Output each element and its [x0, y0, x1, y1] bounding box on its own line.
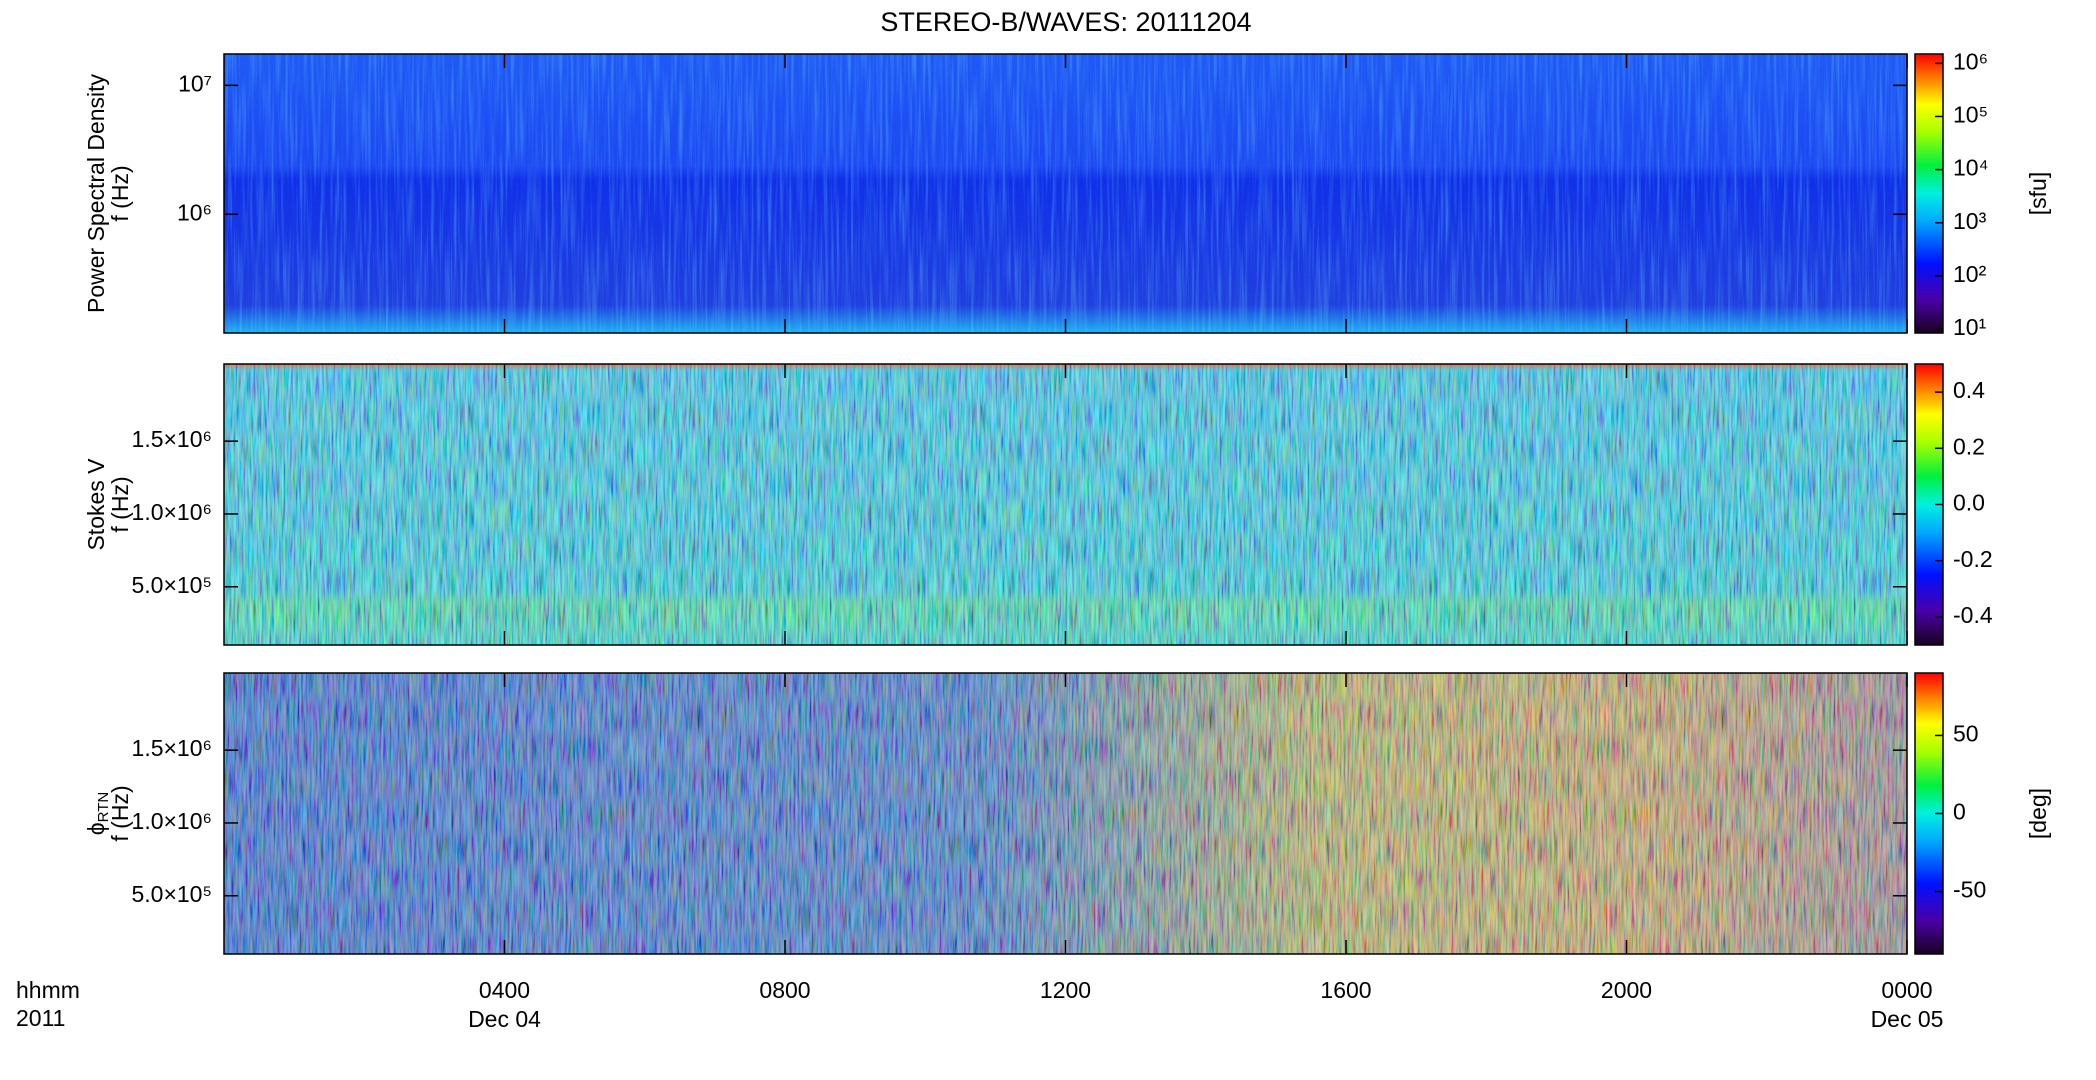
x-date-label: Dec 04	[468, 1006, 541, 1032]
heatmap-texture	[224, 54, 1907, 333]
heatmap-texture	[224, 364, 1907, 645]
y-axis-label: f (Hz)	[107, 476, 133, 532]
x-tick-label: 0000	[1881, 977, 1932, 1003]
colorbar-tick-label: 10⁴	[1953, 155, 1988, 181]
colorbar-tick-label: 10²	[1953, 261, 1987, 287]
y-tick-label: 1.5×10⁶	[132, 426, 212, 452]
y-axis-label-subscript: RTN	[95, 792, 112, 823]
colorbar-tick-label: 0.4	[1953, 377, 1985, 403]
y-tick-label: 1.0×10⁶	[132, 808, 212, 834]
y-axis-label: f (Hz)	[107, 165, 133, 221]
x-date-label: Dec 05	[1871, 1006, 1944, 1032]
x-axis-label: 2011	[16, 1005, 65, 1031]
y-tick-label: 1.0×10⁶	[132, 499, 212, 525]
x-tick-label: 1200	[1040, 977, 1091, 1003]
colorbar-tick-label: 50	[1953, 721, 1979, 747]
colorbar	[1914, 53, 1944, 334]
colorbar-tick-label: 10⁵	[1953, 102, 1988, 128]
y-tick-label: 10⁶	[177, 199, 212, 225]
colorbar-tick-label: 10¹	[1953, 314, 1987, 340]
x-tick-label: 1600	[1320, 977, 1371, 1003]
y-axis-label: ϕRTN	[83, 792, 112, 835]
y-axis-label-symbol: ϕ	[83, 822, 109, 835]
x-tick-label: 0800	[759, 977, 810, 1003]
colorbar-tick-label: 0	[1953, 799, 1966, 825]
heatmap-texture	[224, 673, 1907, 954]
y-tick-label: 10⁷	[178, 70, 212, 96]
x-tick-label: 2000	[1601, 977, 1652, 1003]
colorbar-tick-label: -0.4	[1953, 602, 1993, 628]
colorbar-label: [deg]	[2025, 788, 2051, 839]
y-axis-label: f (Hz)	[107, 785, 133, 841]
colorbar-tick-label: 10³	[1953, 208, 1987, 234]
colorbar-tick-label: 0.2	[1953, 433, 1985, 459]
y-tick-label: 1.5×10⁶	[132, 735, 212, 761]
y-axis-label: Power Spectral Density	[83, 73, 109, 313]
x-axis-label: hhmm	[16, 977, 80, 1003]
colorbar-tick-label: 0.0	[1953, 490, 1985, 516]
colorbar-tick-label: -0.2	[1953, 546, 1993, 572]
x-tick-label: 0400	[479, 977, 530, 1003]
colorbar-tick-label: -50	[1953, 877, 1986, 903]
colorbar-label: [sfu]	[2025, 172, 2051, 215]
y-tick-label: 5.0×10⁵	[131, 881, 212, 907]
panel: 5.0×10⁵ 1.0×10⁶ 1.5×10⁶ Stokes Vf (Hz) 0.4 0.…	[83, 363, 1993, 646]
colorbar-tick-label: 10⁶	[1953, 48, 1988, 74]
y-tick-label: 5.0×10⁵	[131, 572, 212, 598]
title: STEREO-B/WAVES: 20111204	[880, 7, 1251, 37]
y-axis-label: Stokes V	[83, 458, 109, 551]
